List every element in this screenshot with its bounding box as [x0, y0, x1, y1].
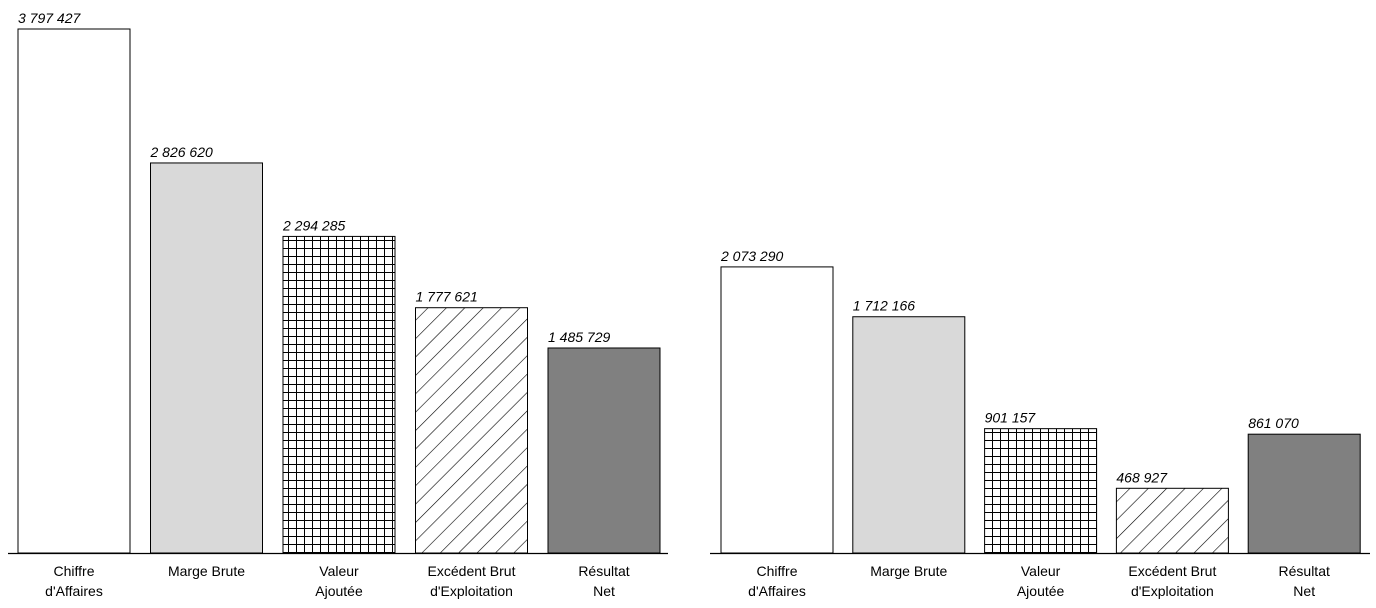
category-label-1-0-1: d'Affaires	[748, 583, 806, 599]
category-label-0-2-0: Valeur	[319, 563, 359, 579]
value-label-1-1: 1 712 166	[853, 298, 915, 314]
category-label-0-4-0: Résultat	[578, 563, 629, 579]
category-label-0-0-0: Chiffre	[54, 563, 95, 579]
chart-left: 3 797 427 Chiffre d'Affaires 2 826 620 Marge…	[8, 10, 668, 599]
value-label-1-4: 861 070	[1248, 415, 1299, 431]
bar-1-2	[984, 428, 1098, 554]
bar-0-2	[282, 235, 396, 554]
value-label-1-2: 901 157	[985, 410, 1037, 426]
bar-1-4	[1247, 433, 1361, 554]
category-label-0-3-0: Excédent Brut	[428, 563, 516, 579]
category-label-0-0-1: d'Affaires	[45, 583, 103, 599]
chart-right: 2 073 290 Chiffre d'Affaires 1 712 166 Marge…	[710, 248, 1370, 599]
value-label-0-3: 1 777 621	[416, 289, 478, 305]
category-label-0-4-1: Net	[593, 583, 615, 599]
bar-1-3	[1115, 487, 1229, 554]
category-label-0-3-1: d'Exploitation	[430, 583, 513, 599]
bar-0-1	[150, 162, 263, 554]
category-label-1-0-0: Chiffre	[757, 563, 798, 579]
category-label-1-1-0: Marge Brute	[870, 563, 947, 579]
value-label-1-3: 468 927	[1116, 469, 1168, 485]
category-label-1-4-0: Résultat	[1279, 563, 1330, 579]
category-label-0-1-0: Marge Brute	[168, 563, 245, 579]
value-label-0-1: 2 826 620	[150, 144, 213, 160]
category-label-1-2-0: Valeur	[1021, 563, 1061, 579]
value-label-0-2: 2 294 285	[282, 217, 345, 233]
bar-1-1	[852, 316, 966, 554]
category-label-0-2-1: Ajoutée	[315, 583, 363, 599]
value-label-0-4: 1 485 729	[548, 329, 610, 345]
category-label-1-2-1: Ajoutée	[1017, 583, 1065, 599]
value-label-1-0: 2 073 290	[720, 248, 783, 264]
bar-0-0	[17, 28, 131, 554]
category-label-1-3-0: Excédent Brut	[1128, 563, 1216, 579]
bar-1-0	[720, 266, 834, 554]
bar-0-4	[547, 347, 661, 554]
bar-0-3	[415, 307, 528, 554]
category-label-1-4-1: Net	[1293, 583, 1315, 599]
value-label-0-0: 3 797 427	[18, 10, 81, 26]
category-label-1-3-1: d'Exploitation	[1131, 583, 1214, 599]
